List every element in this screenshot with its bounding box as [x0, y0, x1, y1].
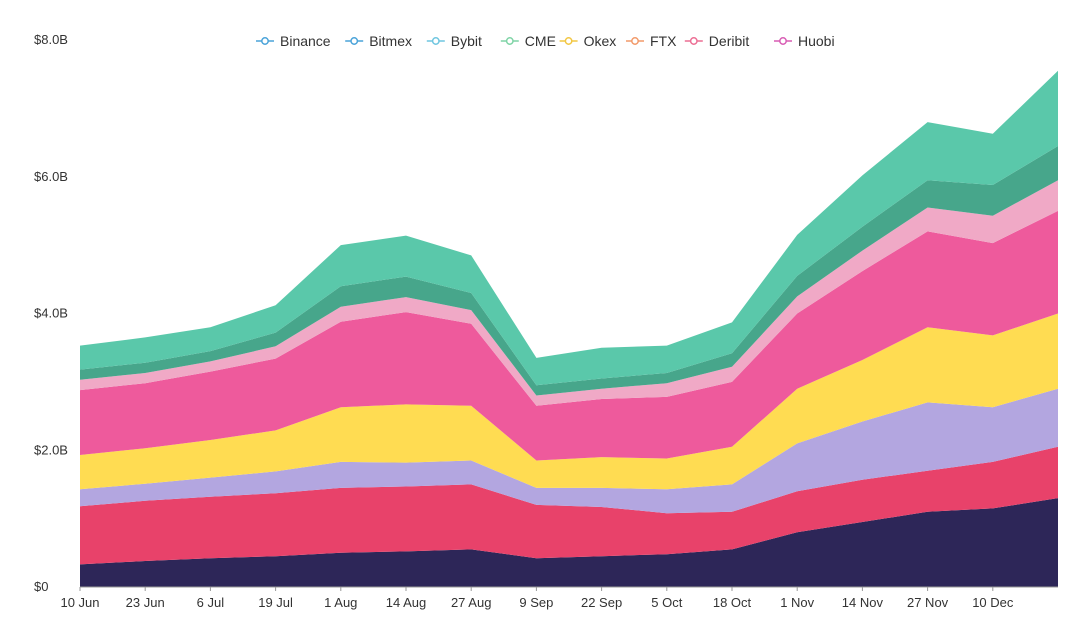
x-tick-label: 22 Sep [581, 595, 622, 610]
area-cme [80, 313, 1058, 490]
x-axis-ticks: 10 Jun 23 Jun 6 Jul 19 Jul 1 Aug 14 Aug 27 Aug… [60, 587, 1014, 610]
area-huobi [80, 70, 1058, 386]
x-tick-label: 1 Nov [780, 595, 814, 610]
x-tick-label: 1 Aug [324, 595, 357, 610]
legend-item-binance[interactable]: Binance [256, 33, 331, 49]
legend: Binance Bitmex Bybit CME Okex FTX Deribit Huobi [256, 33, 835, 49]
area-bitmex [80, 446, 1058, 565]
y-tick-label: $2.0B [34, 442, 68, 457]
area-bybit [80, 388, 1058, 514]
legend-circle-marker [431, 37, 440, 45]
x-tick-label: 18 Oct [713, 595, 752, 610]
x-tick-label: 10 Dec [972, 595, 1014, 610]
legend-item-ftx[interactable]: FTX [626, 33, 677, 49]
legend-item-deribit[interactable]: Deribit [684, 33, 750, 49]
legend-label: FTX [650, 33, 677, 49]
y-tick-label: $0 [34, 579, 48, 594]
x-tick-label: 9 Sep [519, 595, 553, 610]
x-tick-label: 19 Jul [258, 595, 293, 610]
x-tick-label: 6 Jul [197, 595, 225, 610]
x-tick-label: 27 Nov [907, 595, 949, 610]
x-tick-label: 10 Jun [60, 595, 99, 610]
series-areas [80, 70, 1058, 587]
x-tick-label: 14 Nov [842, 595, 884, 610]
x-tick-label: 23 Jun [126, 595, 165, 610]
area-okex [80, 210, 1058, 461]
legend-label: Huobi [798, 33, 835, 49]
legend-circle-marker [631, 37, 639, 45]
legend-circle-marker [689, 37, 698, 45]
y-tick-label: $8.0B [34, 32, 68, 47]
legend-item-cme[interactable]: CME [500, 33, 556, 49]
legend-item-bybit[interactable]: Bybit [426, 33, 482, 49]
legend-item-huobi[interactable]: Huobi [774, 33, 835, 49]
legend-label: Okex [584, 33, 617, 49]
legend-circle-marker [505, 37, 514, 45]
x-tick-label: 27 Aug [451, 595, 492, 610]
legend-item-okex[interactable]: Okex [559, 33, 617, 49]
area-binance [80, 498, 1058, 587]
legend-circle-marker [564, 37, 573, 45]
legend-label: Bitmex [369, 33, 412, 49]
y-axis-ticks: $0 $2.0B $4.0B $6.0B $8.0B [34, 32, 68, 594]
x-tick-label: 5 Oct [651, 595, 682, 610]
legend-circle-marker [350, 37, 359, 45]
x-tick-label: 14 Aug [386, 595, 427, 610]
legend-label: Deribit [709, 33, 750, 49]
legend-label: CME [525, 33, 556, 49]
legend-circle-marker [779, 37, 787, 45]
legend-label: Binance [280, 33, 331, 49]
legend-item-bitmex[interactable]: Bitmex [345, 33, 412, 49]
legend-label: Bybit [451, 33, 482, 49]
legend-circle-marker [261, 37, 269, 45]
y-tick-label: $6.0B [34, 169, 68, 184]
y-tick-label: $4.0B [34, 306, 68, 321]
